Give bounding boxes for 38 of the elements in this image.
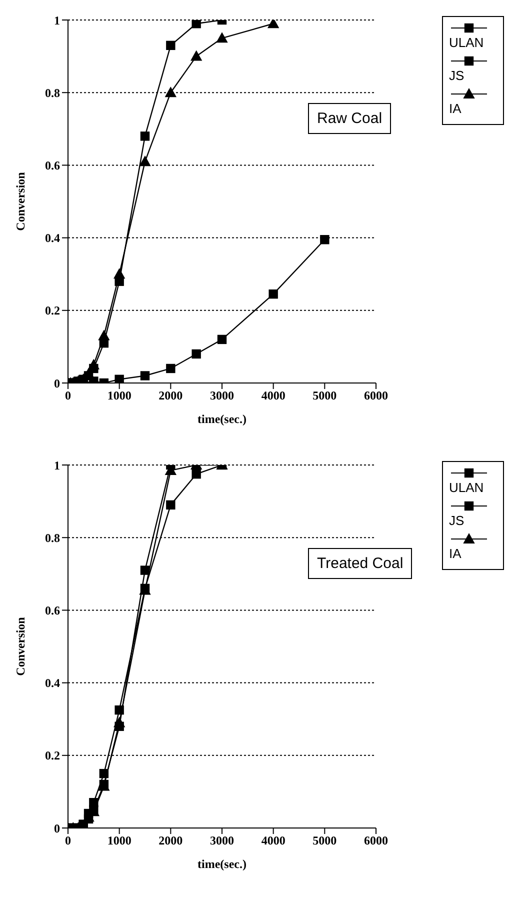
text: Raw Coal (308, 103, 392, 134)
x-tick-label: 0 (65, 834, 71, 848)
x-tick-label: 6000 (364, 834, 388, 848)
x-axis-title: time(sec.) (198, 412, 246, 426)
x-tick-label: 5000 (312, 834, 337, 848)
y-tick-label: 0 (54, 376, 60, 390)
y-tick-label: 1 (54, 458, 60, 472)
x-tick-label: 2000 (158, 834, 183, 848)
y-tick-label: 0.8 (45, 530, 60, 545)
y-tick-label: 0.8 (45, 86, 60, 100)
y-tick-label: 1 (54, 13, 60, 28)
text: Treated Coal (308, 548, 412, 579)
y-tick-label: 0.4 (45, 231, 60, 246)
x-tick-label: 1000 (107, 388, 132, 403)
y-axis-title: Conversion (13, 616, 28, 676)
x-tick-label: 3000 (210, 834, 234, 848)
legend-label: ULAN (449, 480, 485, 495)
y-tick-label: 0.4 (45, 676, 60, 690)
x-tick-label: 1000 (107, 834, 132, 848)
x-tick-label: 0 (65, 388, 71, 403)
y-tick-label: 0.2 (45, 748, 60, 763)
y-axis-title: Conversion (13, 172, 28, 231)
x-axis-title: time(sec.) (198, 857, 246, 871)
legend-label: JS (449, 513, 466, 528)
x-tick-label: 4000 (261, 388, 286, 403)
x-tick-label: 2000 (158, 388, 183, 403)
y-tick-label: 0.2 (45, 304, 60, 318)
x-tick-label: 4000 (261, 834, 286, 848)
y-tick-label: 0 (54, 821, 60, 836)
legend-label: IA (449, 546, 462, 561)
legend-label: ULAN (449, 35, 485, 50)
x-tick-label: 5000 (312, 388, 337, 403)
legend-label: IA (449, 101, 462, 116)
y-tick-label: 0.6 (45, 158, 60, 172)
x-tick-label: 3000 (210, 388, 234, 403)
x-tick-label: 6000 (364, 388, 388, 403)
y-tick-label: 0.6 (45, 603, 60, 618)
legend-label: JS (449, 68, 466, 83)
